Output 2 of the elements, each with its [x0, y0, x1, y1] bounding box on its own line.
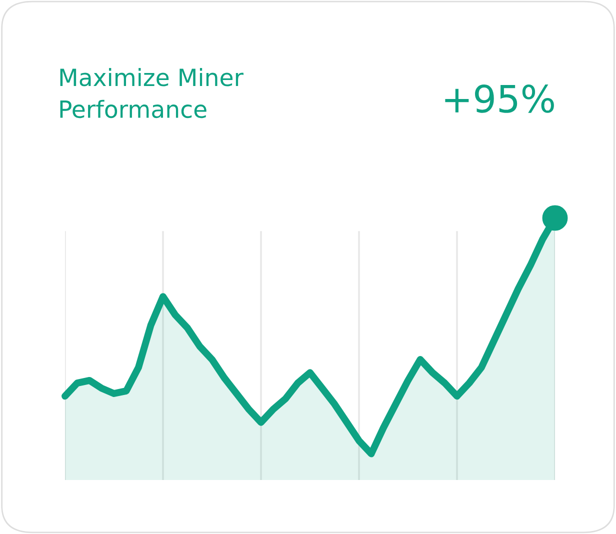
chart-title: Maximize Miner Performance — [60, 68, 244, 118]
text: +95% — [445, 84, 554, 113]
